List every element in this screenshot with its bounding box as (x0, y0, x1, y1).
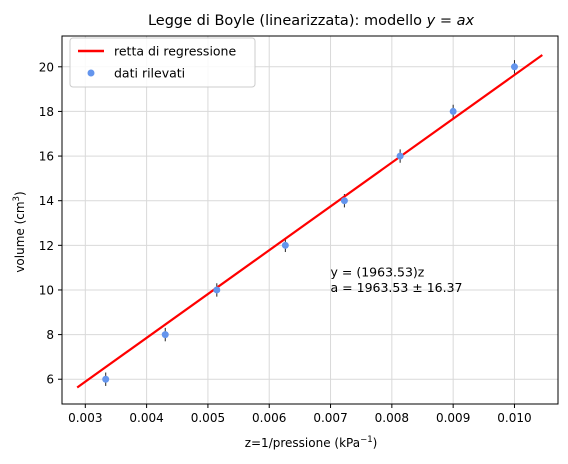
data-point (340, 197, 348, 205)
y-tick-label: 10 (39, 283, 54, 297)
x-tick-label: 0.007 (313, 411, 347, 425)
y-tick-label: 14 (39, 194, 54, 208)
chart-title: Legge di Boyle (linearizzata): modello y… (148, 13, 475, 29)
x-axis-label: z=1/pressione (kPa−1) (245, 435, 378, 450)
data-point (213, 286, 221, 294)
x-tick-label: 0.004 (129, 411, 163, 425)
y-axis-ticks: 6 8 10 12 14 16 18 20 (39, 60, 62, 387)
y-tick-label: 8 (46, 328, 54, 342)
legend-swatch-data-points (87, 69, 95, 77)
data-point (449, 107, 457, 115)
x-tick-label: 0.006 (252, 411, 286, 425)
grid (62, 36, 558, 404)
y-axis-label: volume (cm3) (12, 191, 27, 272)
legend-label-data-points: dati rilevati (114, 66, 185, 81)
data-point (396, 152, 404, 160)
x-tick-label: 0.008 (375, 411, 409, 425)
chart-title-math: y = ax (426, 13, 475, 29)
axes-frame (61, 35, 559, 405)
legend: retta di regressione dati rilevati (69, 37, 256, 88)
legend-label-regression-line: retta di regressione (114, 44, 236, 59)
fit-annotation-coefficient: a = 1963.53 ± 16.37 (331, 280, 463, 295)
x-tick-label: 0.005 (191, 411, 225, 425)
x-tick-label: 0.010 (497, 411, 531, 425)
data-point (102, 375, 110, 383)
y-tick-label: 18 (39, 105, 54, 119)
y-tick-label: 16 (39, 150, 54, 164)
fit-annotation-equation: y = (1963.53)z (331, 264, 425, 279)
legend-box (69, 37, 256, 88)
x-tick-label: 0.009 (436, 411, 470, 425)
data-point (281, 241, 289, 249)
x-tick-label: 0.003 (68, 411, 102, 425)
regression-line (76, 54, 543, 389)
y-tick-label: 6 (46, 373, 54, 387)
data-point (161, 331, 169, 339)
y-tick-label: 12 (39, 239, 54, 253)
y-tick-label: 20 (39, 60, 54, 74)
data-points (102, 63, 518, 383)
x-axis-ticks: 0.003 0.004 0.005 0.006 0.007 0.008 0.009 0.010 (68, 404, 532, 425)
fit-annotation: y = (1963.53)z a = 1963.53 ± 16.37 (331, 264, 463, 295)
data-point (510, 63, 518, 71)
regression-line-layer (76, 54, 543, 389)
